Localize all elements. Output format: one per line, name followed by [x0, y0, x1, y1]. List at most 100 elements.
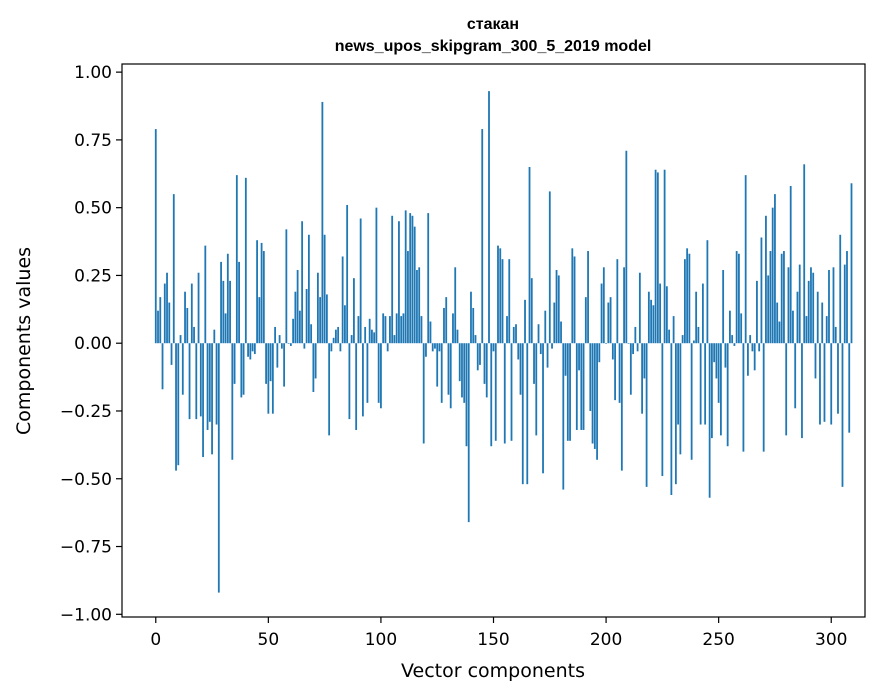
- bar-component-117: [418, 267, 421, 344]
- bar-component-222: [654, 169, 657, 344]
- chart-title-line-2: news_upos_skipgram_300_5_2019 model: [335, 38, 652, 55]
- bar-component-197: [598, 343, 601, 363]
- bar-component-50: [267, 343, 270, 414]
- bar-component-77: [328, 343, 331, 436]
- bar-component-172: [542, 343, 544, 474]
- x-tick-label: 300: [815, 630, 847, 650]
- bar-component-71: [314, 343, 317, 379]
- x-tick-label: 100: [365, 630, 397, 650]
- bar-component-248: [713, 343, 716, 363]
- bar-component-233: [679, 343, 682, 455]
- bar-component-93: [364, 326, 367, 344]
- bar-component-38: [240, 343, 243, 398]
- bar-component-182: [564, 343, 567, 376]
- bar-component-10: [177, 343, 180, 466]
- bar-component-270: [762, 343, 765, 452]
- bar-component-293: [814, 343, 817, 379]
- bar-component-151: [494, 343, 497, 441]
- bar-component-181: [562, 343, 565, 490]
- bar-component-115: [413, 226, 416, 344]
- bar-component-110: [402, 313, 405, 344]
- bar-component-120: [425, 343, 427, 357]
- bar-component-143: [476, 343, 479, 371]
- bar-component-174: [546, 343, 549, 368]
- bar-component-190: [582, 343, 585, 430]
- bar-component-224: [659, 283, 662, 344]
- bar-component-7: [170, 343, 173, 365]
- bar-component-123: [431, 343, 434, 352]
- bar-component-137: [463, 343, 466, 403]
- bar-component-104: [389, 316, 391, 344]
- bar-component-300: [830, 343, 833, 425]
- bar-component-205: [616, 259, 619, 344]
- bar-component-94: [366, 343, 369, 403]
- bar-component-26: [213, 329, 216, 344]
- x-axis: 0 50 100 150 200 250 300: [150, 617, 847, 650]
- bar-component-69: [310, 324, 313, 344]
- bar-component-195: [593, 343, 596, 449]
- bar-component-130: [447, 343, 450, 395]
- bar-component-60: [289, 343, 292, 346]
- bar-component-125: [436, 343, 439, 387]
- bar-component-216: [641, 343, 643, 414]
- bar-component-290: [807, 280, 810, 344]
- bar-component-188: [578, 343, 580, 371]
- bar-component-169: [535, 343, 538, 436]
- bar-component-67: [305, 289, 308, 344]
- bar-component-150: [492, 343, 495, 352]
- bar-component-13: [184, 291, 186, 344]
- bar-component-230: [672, 316, 675, 344]
- bar-component-34: [231, 343, 234, 460]
- bar-component-252: [722, 270, 725, 344]
- bar-component-23: [206, 343, 209, 430]
- bar-component-175: [548, 191, 551, 344]
- bar-component-257: [733, 343, 736, 346]
- bar-component-294: [816, 291, 819, 344]
- bar-component-138: [465, 343, 468, 447]
- bar-component-129: [445, 297, 448, 344]
- bar-component-9: [175, 343, 177, 471]
- bar-component-223: [656, 172, 659, 344]
- bar-component-299: [828, 270, 830, 344]
- bar-component-33: [229, 280, 231, 344]
- bar-component-102: [384, 316, 387, 344]
- bar-component-85: [346, 204, 349, 344]
- bar-component-61: [292, 318, 295, 344]
- bar-component-142: [474, 335, 477, 344]
- bar-component-170: [537, 324, 540, 344]
- bar-component-139: [467, 343, 470, 523]
- bar-component-285: [796, 291, 799, 344]
- bar-component-132: [452, 313, 454, 344]
- bar-component-266: [753, 343, 756, 371]
- bar-component-126: [438, 343, 441, 352]
- bar-component-231: [674, 343, 677, 485]
- bar-component-305: [841, 343, 844, 487]
- bar-component-260: [740, 313, 743, 344]
- bar-component-237: [688, 253, 691, 344]
- bar-component-116: [416, 270, 418, 344]
- bar-component-185: [571, 248, 574, 344]
- bar-component-92: [362, 343, 364, 417]
- bar-component-105: [391, 215, 394, 344]
- x-tick-label: 50: [258, 630, 280, 650]
- bar-component-72: [316, 272, 319, 344]
- bar-component-70: [312, 343, 315, 392]
- bar-component-191: [584, 297, 587, 344]
- bar-component-37: [238, 261, 240, 344]
- bar-component-15: [188, 343, 191, 420]
- y-tick-label: 0.75: [74, 131, 112, 151]
- bar-component-281: [787, 267, 790, 344]
- bar-component-96: [371, 329, 373, 344]
- bar-component-144: [479, 343, 481, 365]
- bar-component-204: [614, 343, 616, 401]
- bar-component-124: [434, 343, 436, 349]
- bar-component-65: [301, 221, 304, 344]
- bar-component-201: [607, 302, 610, 344]
- bar-component-32: [226, 253, 229, 344]
- bar-component-173: [544, 310, 547, 344]
- bar-component-112: [407, 251, 409, 344]
- bar-component-203: [611, 343, 614, 360]
- bar-component-295: [819, 343, 821, 425]
- bar-component-236: [686, 248, 689, 344]
- bar-component-180: [560, 321, 562, 344]
